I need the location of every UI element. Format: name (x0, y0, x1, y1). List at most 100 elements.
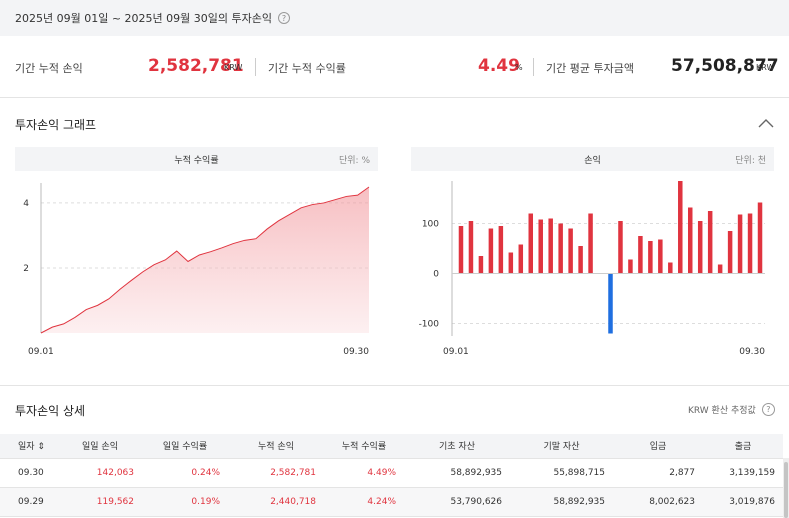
area-fill (41, 187, 369, 333)
table-header-row: 일자 ⇕ 일일 손익 일일 수익률 누적 손익 누적 수익률 기초 자산 기말 … (0, 434, 783, 459)
cum-return-unit: % (515, 63, 523, 72)
bar (558, 223, 563, 274)
bar (618, 221, 623, 274)
cum-return-cell: 4.49% (324, 458, 404, 488)
column-header: 누적 수익률 (324, 434, 404, 459)
cum-pl-cell: 2,582,781 (228, 458, 324, 488)
bar (528, 213, 534, 274)
table-row: 09.29 119,562 0.19% 2,440,718 4.24% 53,7… (0, 487, 783, 517)
cum-pl-unit: KRW (224, 63, 243, 72)
daily-pl-chart: 100 0 -100 09.01 09.30 (419, 181, 765, 357)
cum-pl-label: 기간 누적 손익 (15, 62, 83, 75)
return-chart-header: 누적 수익률 단위: % (15, 147, 378, 171)
summary-bar: 기간 누적 손익 2,582,781 KRW 기간 누적 수익률 4.49 % … (0, 36, 789, 98)
y-tick-label: 4 (23, 199, 29, 209)
date-cell: 09.29 (0, 487, 58, 517)
bar (658, 239, 663, 274)
bar (697, 221, 703, 274)
bar (478, 256, 484, 274)
bar (717, 264, 723, 274)
return-chart-title: 누적 수익률 (174, 156, 219, 166)
table-row: 09.30 142,063 0.24% 2,582,781 4.49% 58,8… (0, 458, 783, 488)
daily-return-cell: 0.24% (142, 458, 228, 488)
bar (678, 181, 683, 274)
cum-return-label: 기간 누적 수익률 (268, 62, 346, 75)
bar (588, 213, 593, 274)
bar (568, 228, 573, 274)
bar (687, 207, 693, 274)
divider (255, 58, 256, 76)
column-header: 일일 수익률 (142, 434, 228, 459)
bar (757, 202, 763, 274)
y-tick-label: 0 (433, 270, 439, 280)
cumulative-return-chart: 2 4 09.01 09.30 (23, 183, 370, 357)
bar (538, 219, 543, 274)
start-asset-cell: 58,892,935 (404, 458, 510, 488)
x-tick-label: 09.30 (343, 347, 369, 357)
bar (668, 262, 673, 274)
withdrawal-cell: 3,019,876 (703, 487, 783, 517)
series-line (40, 186, 370, 334)
pl-chart-unit: 단위: 천 (735, 156, 766, 166)
krw-note-text: KRW 환산 추정값 (688, 406, 756, 416)
x-tick-label: 09.30 (739, 347, 765, 357)
bar (638, 236, 643, 274)
date-cell: 09.30 (0, 458, 58, 488)
y-tick-label: 100 (422, 220, 439, 230)
column-header: 출금 (703, 434, 783, 459)
bar (468, 221, 474, 274)
section-divider (0, 385, 789, 386)
help-icon[interactable]: ? (761, 403, 775, 416)
daily-return-cell: 0.19% (142, 487, 228, 517)
start-asset-cell: 53,790,626 (404, 487, 510, 517)
y-tick-label: -100 (419, 320, 440, 330)
pl-chart-header: 손익 단위: 천 (411, 147, 774, 171)
bar (508, 252, 514, 274)
period-header: 2025년 09월 01일 ~ 2025년 09월 30일의 투자손익 ? (0, 0, 789, 36)
deposit-cell: 2,877 (613, 458, 703, 488)
bar (747, 213, 753, 274)
period-text: 2025년 09월 01일 ~ 2025년 09월 30일의 투자손익 (15, 12, 272, 25)
sort-date-header[interactable]: 일자 ⇕ (0, 434, 58, 459)
bar (488, 228, 494, 274)
divider (533, 58, 534, 76)
bar (648, 241, 653, 274)
scrollbar-thumb[interactable] (784, 462, 788, 518)
cum-pl-value: 2,582,781 (148, 56, 244, 76)
detail-table: 일자 ⇕ 일일 손익 일일 수익률 누적 손익 누적 수익률 기초 자산 기말 … (0, 434, 783, 517)
help-icon[interactable]: ? (278, 12, 290, 24)
bar (578, 246, 583, 274)
cum-return-value: 4.49 (478, 56, 520, 76)
column-header: 일일 손익 (58, 434, 142, 459)
return-chart-unit: 단위: % (338, 156, 370, 166)
column-header: 입금 (613, 434, 703, 459)
cum-return-cell: 4.24% (324, 487, 404, 517)
deposit-cell: 8,002,623 (613, 487, 703, 517)
graph-section-title: 투자손익 그래프 (15, 118, 97, 132)
pl-chart-title: 손익 (584, 156, 601, 166)
bar (707, 211, 713, 274)
bar (727, 231, 733, 274)
chevron-up-icon[interactable] (757, 116, 775, 130)
daily-pl-cell: 119,562 (58, 487, 142, 517)
avg-invest-unit: KRW (756, 63, 775, 72)
column-header: 기초 자산 (404, 434, 510, 459)
bar (458, 226, 464, 274)
column-header: 누적 손익 (228, 434, 324, 459)
column-header: 기말 자산 (510, 434, 613, 459)
bar (498, 226, 504, 274)
x-tick-label: 09.01 (28, 347, 54, 357)
bar (737, 214, 743, 274)
bar (628, 259, 633, 274)
withdrawal-cell: 3,139,159 (703, 458, 783, 488)
bar (518, 244, 524, 274)
avg-invest-label: 기간 평균 투자금액 (546, 62, 634, 75)
end-asset-cell: 58,892,935 (510, 487, 613, 517)
cum-pl-cell: 2,440,718 (228, 487, 324, 517)
daily-pl-cell: 142,063 (58, 458, 142, 488)
y-tick-label: 2 (23, 264, 29, 274)
avg-invest-value: 57,508,877 (671, 56, 779, 76)
bar (548, 218, 553, 274)
end-asset-cell: 55,898,715 (510, 458, 613, 488)
krw-note: KRW 환산 추정값 ? (688, 403, 775, 416)
